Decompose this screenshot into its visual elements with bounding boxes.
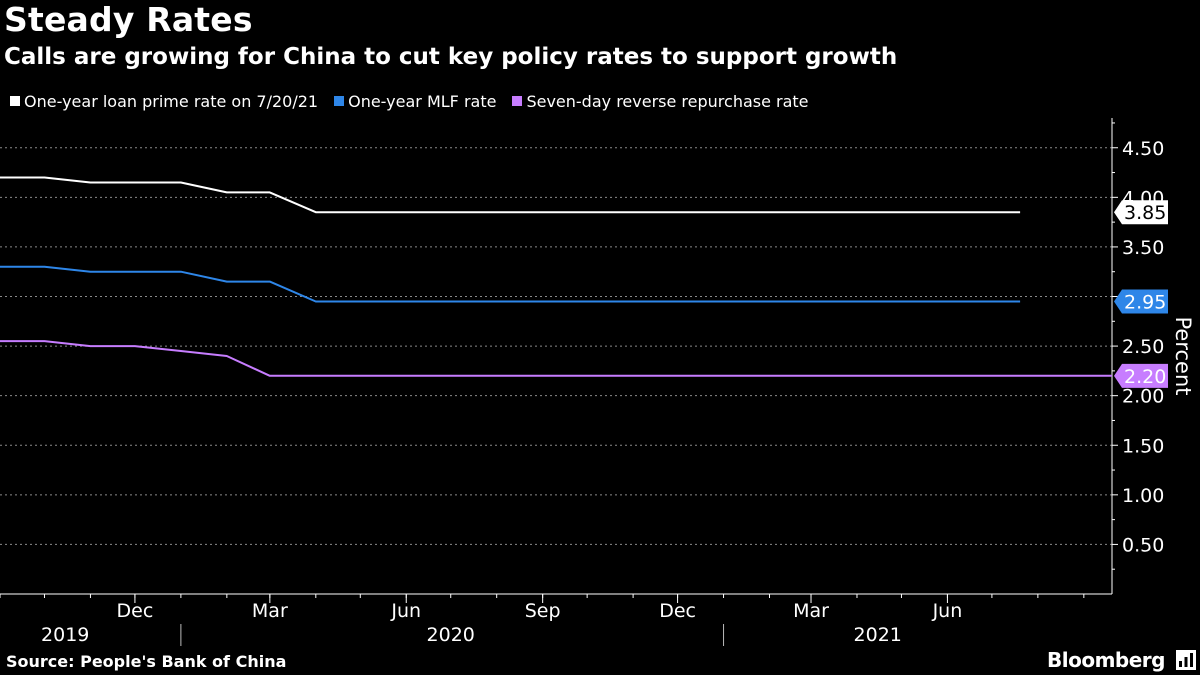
- chart-title: Steady Rates: [4, 0, 253, 39]
- end-value-tag-lpr: [1114, 200, 1168, 225]
- legend-label-lpr: One-year loan prime rate on 7/20/21: [24, 91, 319, 111]
- x-tick-label: Sep: [525, 600, 561, 622]
- series-line-lpr: [0, 176, 1021, 214]
- x-tick-label: Jun: [390, 600, 421, 622]
- x-tick-label: Dec: [117, 600, 154, 622]
- bloomberg-terminal-icon: [1176, 650, 1196, 670]
- x-tick-label: Jun: [932, 600, 963, 622]
- end-value-tag-mlf: [1114, 289, 1168, 314]
- legend-label-mlf: One-year MLF rate: [348, 91, 497, 111]
- year-label: 2021: [854, 624, 902, 646]
- source-note: Source: People's Bank of China: [6, 652, 287, 671]
- legend-swatch-lpr: [10, 96, 20, 106]
- y-tick-label: 2.50: [1122, 336, 1164, 358]
- y-tick-label: 2.00: [1122, 386, 1164, 408]
- end-value-label-lpr: 3.85: [1124, 202, 1166, 224]
- x-tick-label: Mar: [252, 600, 288, 622]
- year-label: 2020: [427, 624, 475, 646]
- legend-label-reverse-repo: Seven-day reverse repurchase rate: [526, 91, 809, 111]
- y-tick-label: 3.50: [1122, 237, 1164, 259]
- legend-item-mlf: One-year MLF rate: [334, 92, 496, 111]
- legend-item-lpr: One-year loan prime rate on 7/20/21: [10, 92, 318, 111]
- series-line-reverse-repo: [0, 340, 1112, 377]
- chart-subtitle: Calls are growing for China to cut key p…: [4, 44, 898, 70]
- x-tick-label: Mar: [793, 600, 829, 622]
- brand-logo-text: Bloomberg: [1047, 648, 1165, 672]
- legend-swatch-reverse-repo: [512, 96, 523, 106]
- end-value-tag-reverse-repo: [1114, 363, 1168, 388]
- end-value-label-reverse-repo: 2.20: [1124, 366, 1166, 388]
- y-tick-label: 4.50: [1122, 138, 1164, 160]
- year-label: 2019: [41, 624, 89, 646]
- series-line-mlf: [0, 265, 1021, 303]
- legend-swatch-mlf: [334, 96, 345, 106]
- y-tick-label: 0.50: [1122, 534, 1164, 556]
- y-tick-label: 1.00: [1122, 485, 1164, 507]
- end-value-label-mlf: 2.95: [1124, 291, 1166, 313]
- y-axis-label: Percent: [1171, 316, 1195, 395]
- x-tick-label: Dec: [659, 600, 696, 622]
- legend-item-reverse-repo: Seven-day reverse repurchase rate: [512, 91, 809, 111]
- legend: One-year loan prime rate on 7/20/21 One-…: [10, 90, 825, 112]
- y-tick-label: 1.50: [1122, 435, 1164, 457]
